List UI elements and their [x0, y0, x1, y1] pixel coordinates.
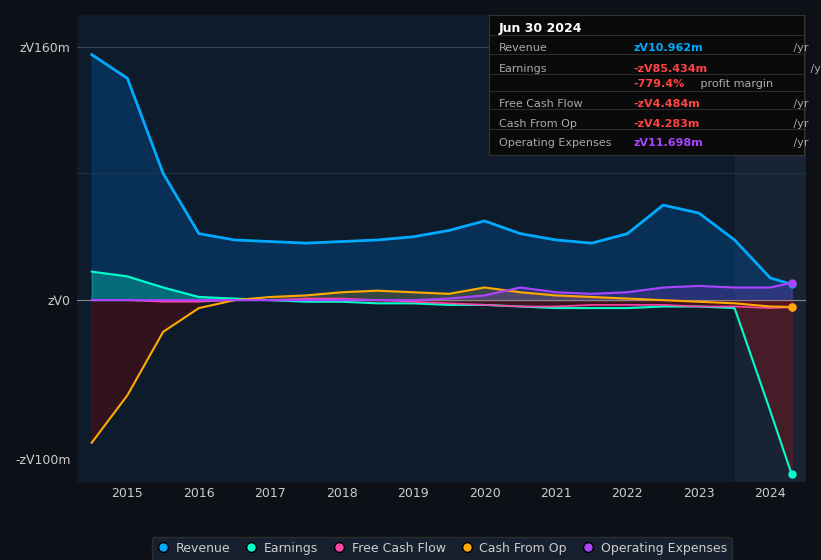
- Text: Jun 30 2024: Jun 30 2024: [498, 22, 582, 35]
- Text: /yr: /yr: [807, 64, 821, 74]
- Bar: [735, 15, 806, 482]
- Text: zᐯ11.698m: zᐯ11.698m: [634, 138, 704, 148]
- Text: Free Cash Flow: Free Cash Flow: [498, 99, 582, 109]
- Text: zᐯ10.962m: zᐯ10.962m: [634, 43, 704, 53]
- Text: -zᐯ4.283m: -zᐯ4.283m: [634, 119, 700, 129]
- Legend: Revenue, Earnings, Free Cash Flow, Cash From Op, Operating Expenses: Revenue, Earnings, Free Cash Flow, Cash …: [152, 537, 732, 560]
- Text: Earnings: Earnings: [498, 64, 547, 74]
- Text: -zᐯ4.484m: -zᐯ4.484m: [634, 99, 700, 109]
- Text: /yr: /yr: [790, 119, 808, 129]
- Text: Operating Expenses: Operating Expenses: [498, 138, 611, 148]
- Text: /yr: /yr: [790, 99, 808, 109]
- Text: -779.4%: -779.4%: [634, 80, 685, 90]
- Text: Cash From Op: Cash From Op: [498, 119, 576, 129]
- Text: -zᐯ85.434m: -zᐯ85.434m: [634, 64, 708, 74]
- Text: profit margin: profit margin: [697, 80, 773, 90]
- Text: /yr: /yr: [790, 43, 808, 53]
- Text: Revenue: Revenue: [498, 43, 548, 53]
- Text: /yr: /yr: [790, 138, 808, 148]
